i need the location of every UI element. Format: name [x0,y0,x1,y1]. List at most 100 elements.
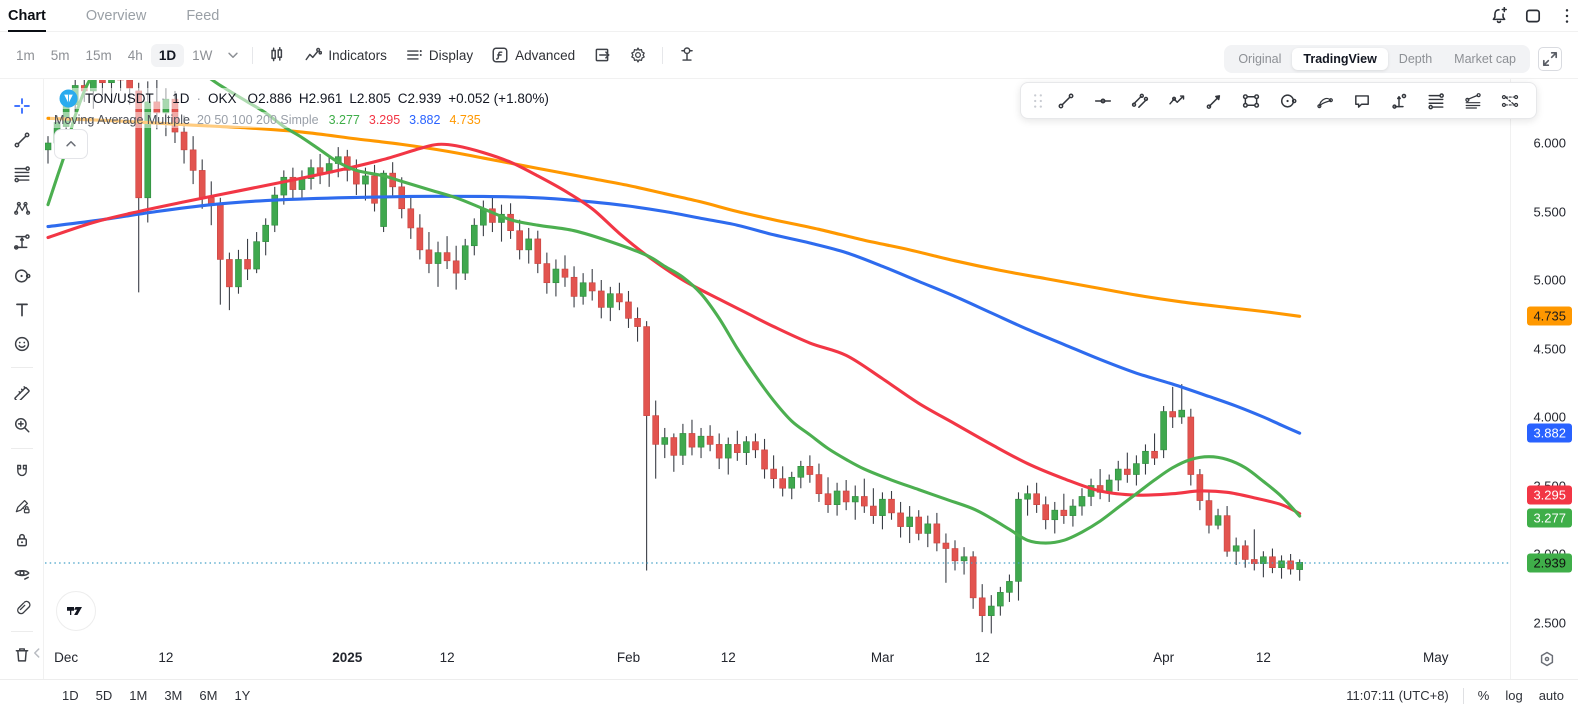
price-range-icon[interactable] [1380,86,1417,116]
indicators-label: Indicators [328,47,387,63]
view-option-market-cap[interactable]: Market cap [1454,52,1516,66]
price-badge: 3.277 [1527,508,1572,528]
trend-line-icon[interactable] [5,123,39,157]
drawing-toolbar [0,79,44,679]
collapse-legend-button[interactable] [54,129,88,159]
range-3m[interactable]: 3M [164,688,183,703]
tab-chart[interactable]: Chart [8,0,46,32]
pattern-dots-icon[interactable] [1491,86,1528,116]
settings-button[interactable] [620,46,656,64]
timeframe-5m[interactable]: 5m [50,47,70,63]
timeframe-1D[interactable]: 1D [150,43,185,67]
toggle-auto[interactable]: auto [1538,688,1564,703]
position-icon[interactable] [5,225,39,259]
indicators-button[interactable]: Indicators [295,46,396,64]
time-axis[interactable]: Dec 12 2025 12 Feb 12 Mar 12 Apr 12 May [45,645,1510,679]
header-icons [1490,0,1576,32]
pattern-icon[interactable] [5,191,39,225]
view-option-depth[interactable]: Depth [1398,52,1433,66]
toggle-percent[interactable]: % [1477,688,1490,703]
fib-lines-icon[interactable] [5,157,39,191]
ma-values: 3.277 3.295 3.882 4.735 [329,113,481,127]
compare-scale-button[interactable] [669,46,705,64]
axis-toggle-group: % log auto [1478,688,1564,703]
ma-legend[interactable]: Moving Average Multiple 20 50 100 200 Si… [50,112,485,128]
link-icon[interactable] [5,591,39,625]
tradingview-logo[interactable] [56,591,96,631]
lock-icon[interactable] [5,523,39,557]
emoji-icon[interactable] [5,327,39,361]
fib-lines-icon[interactable] [1417,86,1454,116]
crosshair-icon[interactable] [5,89,39,123]
arrow-icon[interactable] [1195,86,1232,116]
display-label: Display [428,47,474,63]
alert-plus-icon[interactable] [1490,7,1508,25]
polyline-arrow-icon[interactable] [1158,86,1195,116]
time-tick-label: 12 [158,650,174,665]
ruler-icon[interactable] [5,374,39,408]
divider [10,448,33,449]
tab-feed[interactable]: Feed [186,8,220,24]
chart-toolbar: 1m 5m 15m 4h 1D 1W Indicators Display Advance… [0,32,1578,79]
rectangle-icon[interactable] [1232,86,1269,116]
time-axis-settings-icon[interactable] [1538,650,1556,673]
view-option-original[interactable]: Original [1238,52,1282,66]
magnet-icon[interactable] [5,455,39,489]
window-icon[interactable] [1524,7,1542,25]
trend-line-icon[interactable] [1047,86,1084,116]
chart-type-button[interactable] [259,46,295,64]
horizontal-line-icon[interactable] [1084,86,1121,116]
timeframe-15m[interactable]: 15m [85,47,112,63]
zoom-in-icon[interactable] [5,408,39,442]
kebab-icon[interactable] [1558,7,1576,25]
price-badge: 3.295 [1527,485,1572,505]
trash-icon[interactable] [5,638,39,672]
time-tick-label: Dec [54,650,79,665]
price-axis[interactable]: 6.0005.5005.0004.5004.0003.5003.0002.500… [1510,79,1578,679]
clock[interactable]: 11:07:11 (UTC+8) [1346,688,1449,703]
time-tick-label: May [1422,650,1449,665]
toggle-log[interactable]: log [1505,688,1523,703]
range-5d[interactable]: 5D [95,688,113,703]
comment-icon[interactable] [1343,86,1380,116]
channel-icon[interactable] [1121,86,1158,116]
drag-handle-icon[interactable] [1029,86,1047,116]
text-icon[interactable] [5,293,39,327]
advanced-button[interactable]: Advanced [482,46,584,64]
symbol-legend[interactable]: TON/USDT · 1D · OKX O2.886 H2.961 L2.805… [55,88,553,109]
divider [252,46,254,64]
ma-value: 3.295 [368,113,401,127]
fib-channel-icon[interactable] [1454,86,1491,116]
interval-dropdown[interactable] [220,46,246,64]
divider [662,46,664,64]
price-badge: 2.939 [1527,553,1572,573]
time-tick-label: 12 [1255,650,1271,665]
price-tick-label: 6.000 [1533,135,1566,151]
range-1y[interactable]: 1Y [234,688,251,703]
save-layout-button[interactable] [584,46,620,64]
close-value: C2.939 [397,91,442,106]
tab-overview[interactable]: Overview [85,8,147,24]
fullscreen-button[interactable] [1538,47,1562,71]
price-tick-label: 5.500 [1533,204,1566,219]
range-1d[interactable]: 1D [62,688,79,703]
range-1m[interactable]: 1M [129,688,148,703]
timeframe-1m[interactable]: 1m [16,47,35,63]
range-6m[interactable]: 6M [199,688,218,703]
timeframe-4h[interactable]: 4h [127,47,143,63]
view-option-tradingview[interactable]: TradingView [1292,48,1388,70]
ma-value: 3.882 [409,113,441,127]
display-button[interactable]: Display [396,46,482,64]
time-tick-label: Apr [1153,650,1175,665]
ellipse-icon[interactable] [5,259,39,293]
chevron-left-icon[interactable] [28,644,46,667]
change-value: +0.052 (+1.80%) [448,91,549,106]
timeframe-1W[interactable]: 1W [192,47,213,63]
ellipse-icon[interactable] [1269,86,1306,116]
header: Chart Overview Feed [0,0,1578,32]
edit-icon[interactable] [5,489,39,523]
eye-icon[interactable] [5,557,39,591]
curve-icon[interactable] [1306,86,1343,116]
time-tick-label: Feb [616,650,641,665]
